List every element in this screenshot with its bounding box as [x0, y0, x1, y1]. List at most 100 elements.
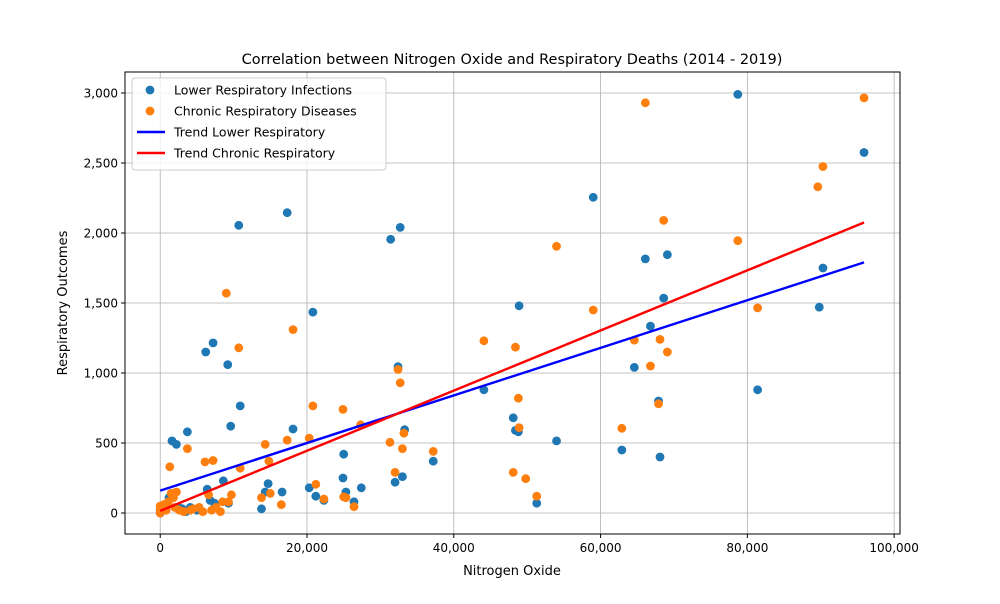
point-chronic-respiratory-diseases [655, 335, 665, 344]
x-tick-label: 100,000 [869, 541, 919, 555]
point-lower-respiratory-infections [552, 436, 561, 446]
point-chronic-respiratory-diseases [311, 479, 321, 489]
legend-label-trend-lower-respiratory: Trend Lower Respiratory [173, 125, 326, 140]
point-lower-respiratory-infections [282, 208, 292, 218]
point-lower-respiratory-infections [311, 491, 321, 501]
point-lower-respiratory-infections [646, 321, 655, 331]
point-chronic-respiratory-diseases [617, 423, 627, 433]
point-chronic-respiratory-diseases [257, 493, 266, 502]
point-lower-respiratory-infections [390, 477, 400, 487]
y-tick-label: 2,500 [84, 157, 118, 171]
point-lower-respiratory-infections [356, 483, 366, 493]
point-lower-respiratory-infections [428, 456, 438, 466]
x-tick-label: 80,000 [726, 541, 768, 555]
point-chronic-respiratory-diseases [588, 305, 598, 315]
point-chronic-respiratory-diseases [428, 447, 438, 456]
legend-label-lower-respiratory-infections: Lower Respiratory Infections [174, 83, 352, 98]
point-chronic-respiratory-diseases [282, 435, 292, 445]
plot-area [155, 90, 869, 518]
point-lower-respiratory-infections [508, 413, 518, 423]
point-lower-respiratory-infections [588, 192, 598, 202]
point-chronic-respiratory-diseases [646, 361, 655, 371]
point-chronic-respiratory-diseases [813, 182, 823, 192]
point-lower-respiratory-infections [662, 250, 672, 260]
legend-box [131, 77, 387, 171]
point-chronic-respiratory-diseases [221, 288, 231, 298]
point-chronic-respiratory-diseases [818, 162, 828, 171]
point-lower-respiratory-infections [234, 220, 244, 230]
point-lower-respiratory-infections [288, 424, 298, 434]
point-lower-respiratory-infections [339, 449, 349, 459]
point-lower-respiratory-infections [395, 223, 405, 232]
legend-label-chronic-respiratory-diseases: Chronic Respiratory Diseases [174, 104, 357, 119]
point-chronic-respiratory-diseases [390, 468, 400, 477]
point-chronic-respiratory-diseases [532, 491, 542, 501]
point-chronic-respiratory-diseases [399, 428, 409, 438]
point-chronic-respiratory-diseases [319, 494, 329, 504]
point-chronic-respiratory-diseases [552, 241, 561, 251]
point-chronic-respiratory-diseases [224, 497, 233, 507]
point-chronic-respiratory-diseases [308, 401, 318, 411]
point-lower-respiratory-infections [201, 347, 211, 357]
trendline-trend-lower-respiratory [159, 261, 865, 492]
point-lower-respiratory-infections [818, 263, 828, 273]
point-chronic-respiratory-diseases [171, 487, 181, 497]
point-lower-respiratory-infections [398, 472, 407, 481]
point-chronic-respiratory-diseases [349, 502, 359, 512]
point-lower-respiratory-infections [263, 479, 273, 488]
point-lower-respiratory-infections [733, 90, 743, 99]
y-tick-label: 3,000 [84, 87, 118, 101]
point-chronic-respiratory-diseases [514, 423, 524, 432]
point-chronic-respiratory-diseases [338, 405, 348, 414]
point-lower-respiratory-infections [338, 473, 348, 483]
point-chronic-respiratory-diseases [393, 365, 403, 374]
point-chronic-respiratory-diseases [398, 444, 407, 453]
point-chronic-respiratory-diseases [640, 98, 650, 108]
point-lower-respiratory-infections [640, 254, 650, 264]
point-lower-respiratory-infections [386, 234, 396, 244]
point-lower-respiratory-infections [659, 293, 669, 303]
trendline-trend-chronic-respiratory [159, 221, 865, 513]
point-lower-respiratory-infections [532, 498, 542, 508]
point-chronic-respiratory-diseases [341, 493, 351, 502]
point-lower-respiratory-infections [514, 301, 524, 311]
point-chronic-respiratory-diseases [179, 507, 189, 516]
point-chronic-respiratory-diseases [304, 433, 314, 443]
chart-title: Correlation between Nitrogen Oxide and R… [242, 52, 783, 68]
x-tick-label: 40,000 [433, 541, 475, 555]
point-lower-respiratory-infections [208, 338, 218, 348]
point-lower-respiratory-infections [304, 483, 314, 493]
point-chronic-respiratory-diseases [260, 440, 270, 449]
point-chronic-respiratory-diseases [227, 490, 236, 500]
point-chronic-respiratory-diseases [208, 456, 218, 465]
point-chronic-respiratory-diseases [521, 474, 531, 484]
point-chronic-respiratory-diseases [511, 342, 520, 352]
point-lower-respiratory-infections [235, 401, 245, 411]
x-tick-label: 60,000 [580, 541, 622, 555]
point-chronic-respiratory-diseases [265, 489, 275, 498]
point-lower-respiratory-infections [171, 440, 181, 449]
point-lower-respiratory-infections [753, 385, 763, 395]
point-chronic-respiratory-diseases [479, 336, 489, 346]
y-tick-label: 0 [110, 507, 118, 521]
y-tick-label: 2,000 [84, 227, 118, 241]
point-chronic-respiratory-diseases [859, 93, 869, 103]
point-chronic-respiratory-diseases [288, 325, 298, 334]
point-chronic-respiratory-diseases [276, 500, 286, 509]
point-chronic-respiratory-diseases [395, 378, 405, 388]
y-tick-label: 1,500 [84, 297, 118, 311]
y-axis-label: Respiratory Outcomes [56, 230, 71, 375]
point-lower-respiratory-infections [617, 445, 627, 455]
x-tick-label: 0 [156, 541, 164, 555]
point-lower-respiratory-infections [257, 504, 266, 514]
point-lower-respiratory-infections [223, 360, 233, 369]
point-lower-respiratory-infections [859, 148, 869, 157]
point-lower-respiratory-infections [308, 307, 318, 317]
point-chronic-respiratory-diseases [200, 457, 210, 467]
x-axis-label: Nitrogen Oxide [463, 564, 561, 579]
point-chronic-respiratory-diseases [733, 236, 743, 246]
legend-label-trend-chronic-respiratory: Trend Chronic Respiratory [173, 146, 336, 161]
point-lower-respiratory-infections [277, 487, 287, 497]
